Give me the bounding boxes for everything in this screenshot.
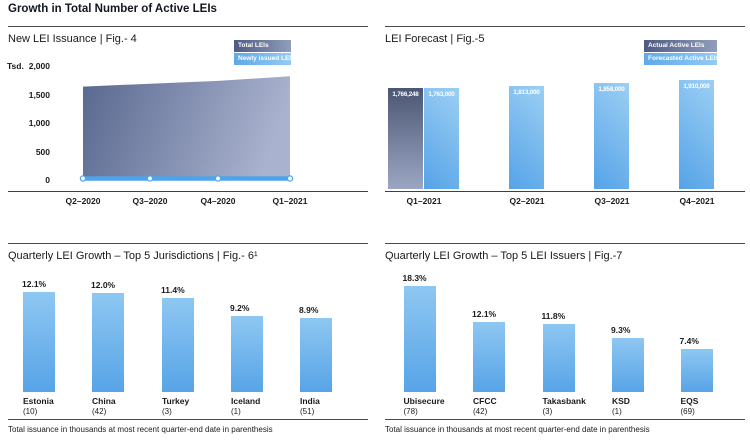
legend-item-newly-issued-leis: Newly issued LEIs (234, 53, 295, 65)
x-axis-tick-label: Q1–2021 (272, 196, 308, 206)
y-axis-tick-label: 2,000 (28, 61, 50, 71)
fig4-title: New LEI Issuance | Fig.- 4 (8, 33, 137, 45)
y-axis-tick-label: 0 (45, 175, 50, 185)
divider (8, 243, 368, 244)
x-axis-tick-label: Q4–2020 (200, 196, 236, 206)
category-note: (3) (162, 407, 172, 416)
x-axis-tick-label: Q2–2021 (509, 196, 545, 206)
bar-value-label: 1,858,000 (598, 86, 625, 93)
x-axis-tick-label: Q2–2020 (65, 196, 101, 206)
fig7-bar-takasbank (542, 323, 575, 392)
fig7-bar-eqs (680, 349, 713, 392)
bar-value-label: 12.1% (22, 279, 47, 289)
x-axis-tick-label: Q3–2020 (132, 196, 168, 206)
fig6-bar-turkey (162, 297, 194, 392)
legend-item-actual-active-leis: Actual Active LEIs (644, 40, 717, 52)
divider (385, 26, 745, 27)
bar-value-label: 1,910,000 (683, 83, 710, 90)
category-label: Ubisecure (403, 396, 445, 406)
y-axis-tick-label: 1,000 (28, 118, 50, 128)
category-note: (42) (473, 407, 488, 416)
category-note: (69) (680, 407, 695, 416)
bar-forecast-q3-2021: 1,858,000 (594, 83, 629, 189)
fig6-bar-china (92, 292, 124, 392)
bar-value-label: 11.4% (161, 284, 185, 295)
data-point-marker (146, 175, 154, 182)
y-axis-unit-label: Tsd. (7, 61, 24, 71)
bar-value-label: 12.0% (91, 279, 116, 290)
fig5-title: LEI Forecast | Fig.-5 (385, 33, 485, 45)
category-note: (1) (612, 407, 622, 416)
legend-item-forecasted-active-leis: Forecasted Active LEIs (644, 53, 719, 65)
x-axis-tick-label: Q1–2021 (406, 196, 442, 206)
fig5-legend: Actual Active LEIs Forecasted Active LEI… (644, 40, 719, 65)
fig6-bar-estonia (23, 292, 55, 392)
fig7-bar-cfcc (473, 321, 505, 392)
bar-value-label: 18.3% (402, 273, 427, 283)
divider (8, 26, 368, 27)
x-axis-line-fig4 (8, 191, 368, 192)
category-label: EQS (680, 396, 699, 406)
bar-forecast-q1-2021: 1,763,000 (424, 88, 459, 189)
category-note: (42) (92, 407, 107, 416)
bar-forecast-q4-2021: 1,910,000 (679, 80, 714, 189)
category-label: India (300, 396, 320, 406)
bar-value-label: 9.2% (230, 303, 250, 313)
bar-value-label: 7.4% (679, 336, 699, 347)
bar-value-label: 1,766,248 (392, 91, 419, 99)
fig4-legend: Total LEIs Newly issued LEIs (234, 40, 295, 65)
fig6-bar-iceland (231, 316, 263, 392)
y-axis-tick-label: 1,500 (28, 89, 50, 100)
footnote-right: Total issuance in thousands at most rece… (385, 425, 650, 434)
fig7-title: Quarterly LEI Growth – Top 5 LEI Issuers… (385, 250, 623, 262)
fig6-title: Quarterly LEI Growth – Top 5 Jurisdictio… (8, 250, 258, 262)
fig7-bar-ksd (612, 338, 644, 392)
category-note: (3) (542, 407, 553, 416)
total-leis-area (83, 76, 290, 181)
category-label: Takasbank (542, 396, 586, 406)
category-label: China (92, 396, 116, 406)
category-note: (51) (300, 407, 315, 416)
category-note: (78) (403, 407, 418, 416)
category-note: (1) (231, 407, 241, 416)
category-label: Iceland (231, 396, 261, 406)
category-label: CFCC (473, 396, 497, 406)
divider (8, 419, 368, 420)
bar-value-label: 1,813,000 (513, 88, 540, 96)
data-point-marker (214, 175, 222, 182)
y-axis-tick-label: 500 (35, 146, 50, 157)
legend-item-total-leis: Total LEIs (234, 40, 291, 52)
page-title: Growth in Total Number of Active LEIs (8, 3, 217, 15)
x-axis-tick-label: Q4–2021 (679, 196, 715, 206)
fig7-bar-ubisecure (403, 286, 436, 392)
category-label: Estonia (23, 396, 54, 406)
area-chart-fig4 (79, 76, 294, 182)
footnote-left: Total issuance in thousands at most rece… (8, 425, 273, 434)
data-point-marker (79, 175, 87, 182)
x-axis-tick-label: Q3–2021 (594, 196, 630, 206)
x-axis-line-fig5 (385, 191, 745, 192)
divider (385, 243, 745, 244)
category-label: KSD (612, 396, 630, 406)
bar-value-label: 11.8% (541, 310, 566, 321)
bar-value-label: 9.3% (611, 325, 631, 336)
bar-value-label: 8.9% (299, 305, 319, 316)
bar-forecast-q2-2021: 1,813,000 (509, 85, 544, 189)
bar-actual-q1-2021: 1,766,248 (388, 88, 423, 189)
category-label: Turkey (162, 396, 190, 406)
bar-value-label: 1,763,000 (428, 91, 455, 99)
fig6-bar-india (300, 318, 332, 392)
divider (385, 419, 745, 420)
data-point-marker (286, 175, 294, 182)
bar-value-label: 12.1% (472, 308, 497, 319)
category-note: (10) (23, 407, 38, 416)
